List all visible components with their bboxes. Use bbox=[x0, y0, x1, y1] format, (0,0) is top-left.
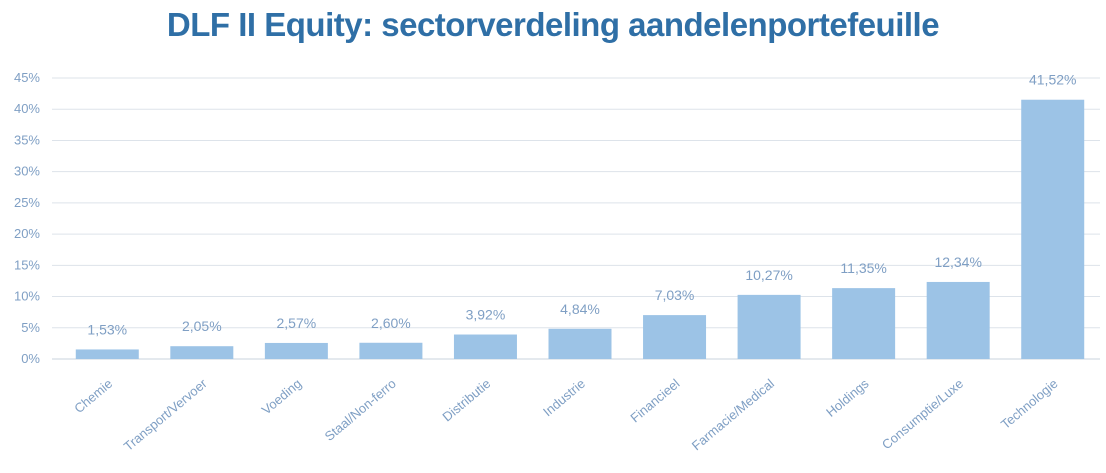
y-tick-label: 5% bbox=[21, 320, 40, 335]
category-label: Technologie bbox=[998, 376, 1061, 432]
y-tick-label: 25% bbox=[14, 195, 40, 210]
y-tick-label: 35% bbox=[14, 132, 40, 147]
bar-value-label: 2,60% bbox=[371, 315, 411, 331]
category-label: Financieel bbox=[627, 376, 682, 426]
bar-value-label: 4,84% bbox=[560, 301, 600, 317]
bar bbox=[927, 282, 990, 359]
bar bbox=[265, 343, 328, 359]
bar bbox=[359, 343, 422, 359]
category-label: Chemie bbox=[71, 376, 115, 416]
bar-value-label: 2,05% bbox=[182, 318, 222, 334]
bar bbox=[170, 346, 233, 359]
category-label: Transport/Vervoer bbox=[121, 375, 210, 453]
category-label: Distributie bbox=[439, 376, 493, 425]
y-tick-label: 20% bbox=[14, 226, 40, 241]
y-tick-label: 0% bbox=[21, 351, 40, 366]
bar-value-label: 41,52% bbox=[1029, 72, 1076, 88]
category-label: Voeding bbox=[259, 376, 305, 418]
bar bbox=[1021, 100, 1084, 359]
bar-value-label: 11,35% bbox=[840, 260, 886, 276]
bar-value-label: 1,53% bbox=[87, 321, 127, 337]
category-label: Holdings bbox=[823, 375, 872, 419]
bar-value-label: 12,34% bbox=[934, 254, 981, 270]
y-tick-label: 10% bbox=[14, 289, 40, 304]
category-label: Consumptie/Luxe bbox=[879, 376, 966, 453]
category-label: Industrie bbox=[540, 376, 588, 420]
y-tick-label: 40% bbox=[14, 101, 40, 116]
bar-value-label: 2,57% bbox=[277, 315, 317, 331]
category-label: Staal/Non-ferro bbox=[322, 376, 399, 444]
bar bbox=[643, 315, 706, 359]
category-label: Farmacie/Medical bbox=[689, 376, 777, 454]
y-tick-label: 45% bbox=[14, 70, 40, 85]
bar bbox=[454, 335, 517, 359]
bar bbox=[832, 288, 895, 359]
bar-value-label: 10,27% bbox=[745, 267, 792, 283]
y-tick-label: 30% bbox=[14, 164, 40, 179]
bar bbox=[76, 349, 139, 359]
y-tick-label: 15% bbox=[14, 257, 40, 272]
bar bbox=[738, 295, 801, 359]
bar bbox=[549, 329, 612, 359]
bar-value-label: 3,92% bbox=[466, 307, 506, 323]
bar-value-label: 7,03% bbox=[655, 287, 695, 303]
